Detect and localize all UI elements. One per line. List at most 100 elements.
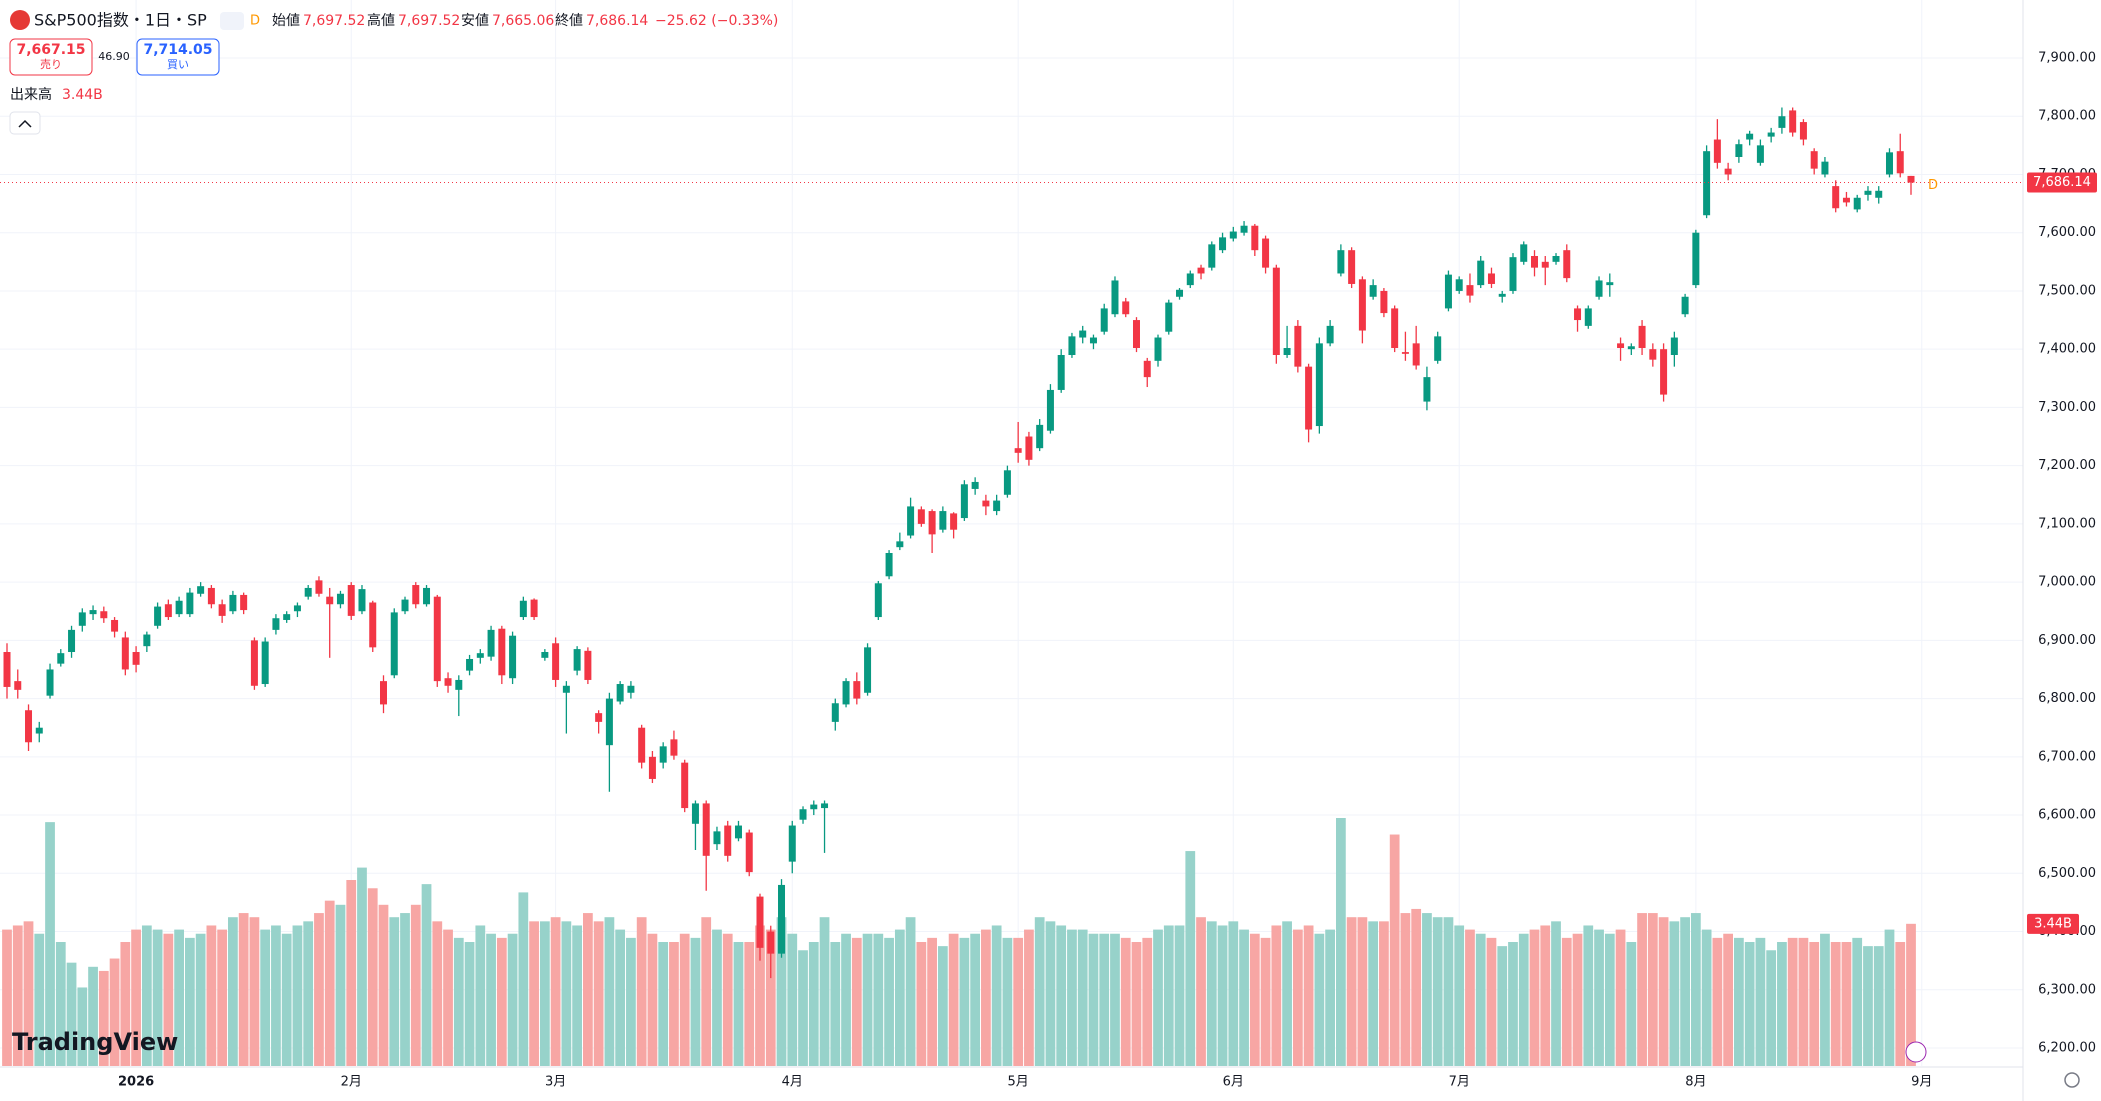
- volume-bar: [45, 822, 55, 1066]
- volume-bar: [970, 933, 981, 1066]
- volume-bar: [55, 942, 66, 1066]
- candle-body: [1283, 348, 1291, 355]
- volume-bar: [228, 917, 238, 1066]
- candle-body: [1229, 231, 1237, 239]
- volume-bar: [873, 933, 884, 1066]
- volume-bar: [1443, 917, 1454, 1066]
- candle-body: [283, 614, 291, 620]
- candle-body: [928, 511, 936, 535]
- volume-bar: [679, 933, 690, 1066]
- candle-body: [261, 641, 269, 685]
- candle-body: [347, 585, 355, 616]
- collapse-button[interactable]: [9, 111, 41, 135]
- y-tick-label: 6,300.00: [2038, 982, 2096, 997]
- last-price-tag: [2027, 172, 2097, 193]
- volume-bar: [1422, 913, 1432, 1066]
- candle-body: [143, 634, 151, 647]
- candle-body: [1520, 244, 1528, 262]
- candle-body: [1294, 325, 1302, 367]
- candle-body: [1165, 302, 1173, 332]
- volume-bar: [1583, 925, 1594, 1066]
- volume-bar: [1465, 929, 1475, 1066]
- volume-bar: [1056, 925, 1067, 1066]
- candle-body: [691, 803, 699, 824]
- volume-bar: [1142, 937, 1153, 1066]
- candle-body: [1660, 349, 1668, 395]
- candle-body: [1810, 151, 1818, 169]
- volume-bar: [561, 921, 572, 1066]
- volume-bar: [249, 917, 260, 1066]
- candle-body: [616, 684, 624, 702]
- candle-body: [1778, 116, 1786, 128]
- x-tick-label: 8月: [1685, 1075, 1706, 1090]
- symbol[interactable]: S&P500指数・1日・SP: [34, 11, 207, 30]
- volume-bar: [851, 937, 862, 1066]
- candle-body: [864, 647, 872, 693]
- volume-bar: [1174, 925, 1185, 1066]
- candle-body: [14, 681, 22, 690]
- y-tick-label: 6,700.00: [2038, 749, 2096, 764]
- candle-body: [573, 649, 581, 671]
- candle-body: [1692, 232, 1700, 286]
- candle-body: [390, 612, 398, 676]
- volume-bar: [1712, 937, 1723, 1066]
- volume-bar: [507, 933, 518, 1066]
- volume-bar: [1647, 913, 1658, 1066]
- volume-bar: [1551, 921, 1561, 1066]
- volume-bar: [475, 925, 486, 1066]
- candle-body: [207, 587, 215, 605]
- candle-body: [1455, 279, 1463, 291]
- candle-body: [842, 681, 850, 705]
- candle-body: [778, 884, 786, 954]
- buy-button[interactable]: [136, 38, 220, 76]
- volume-bar: [260, 929, 271, 1066]
- volume-bar: [443, 929, 453, 1066]
- candle-body: [197, 586, 205, 594]
- candle-body: [1208, 244, 1216, 268]
- candle-body: [315, 580, 323, 594]
- volume-bar: [1271, 925, 1282, 1066]
- candle-body: [724, 825, 732, 856]
- volume-bar: [1099, 933, 1110, 1066]
- candle-body: [659, 746, 667, 763]
- volume-bar: [1411, 908, 1422, 1066]
- volume-tag: [2027, 913, 2079, 934]
- candle-body: [1100, 308, 1108, 332]
- plot: [0, 0, 2023, 1066]
- candle-body: [1380, 290, 1388, 314]
- volume-bar: [647, 933, 658, 1066]
- volume-bar: [830, 942, 841, 1066]
- volume-bar: [1529, 929, 1540, 1066]
- event-icon[interactable]: [1905, 1041, 1927, 1063]
- volume-bar: [733, 942, 744, 1066]
- volume-bar: [1110, 933, 1120, 1066]
- volume-bar: [66, 962, 77, 1066]
- volume-bar: [400, 913, 410, 1066]
- candle-body: [1240, 225, 1248, 233]
- volume-bar: [421, 884, 432, 1066]
- candle-body: [1896, 151, 1904, 174]
- candle-body: [1746, 133, 1754, 140]
- volume-bar: [12, 925, 23, 1066]
- candle-body: [1842, 197, 1850, 203]
- sell-button[interactable]: [9, 38, 93, 76]
- open-label: 始値: [272, 13, 300, 29]
- settings-icon[interactable]: [2064, 1072, 2080, 1088]
- candle-body: [1057, 355, 1065, 390]
- volume-bar: [163, 933, 174, 1066]
- candle-body: [1789, 110, 1797, 133]
- volume-bar: [1744, 942, 1755, 1066]
- volume-bar: [1895, 942, 1906, 1066]
- candle-body: [304, 587, 312, 597]
- toggle[interactable]: [220, 12, 244, 30]
- candle-body: [917, 509, 925, 524]
- volume-bar: [432, 921, 443, 1066]
- candle-body: [466, 658, 474, 671]
- volume-bar: [378, 904, 389, 1066]
- volume-bar: [1486, 937, 1497, 1066]
- x-tick-label: 7月: [1449, 1075, 1470, 1090]
- volume-bar: [1841, 942, 1852, 1066]
- candle-body: [1262, 238, 1270, 268]
- candle-body: [1649, 349, 1657, 360]
